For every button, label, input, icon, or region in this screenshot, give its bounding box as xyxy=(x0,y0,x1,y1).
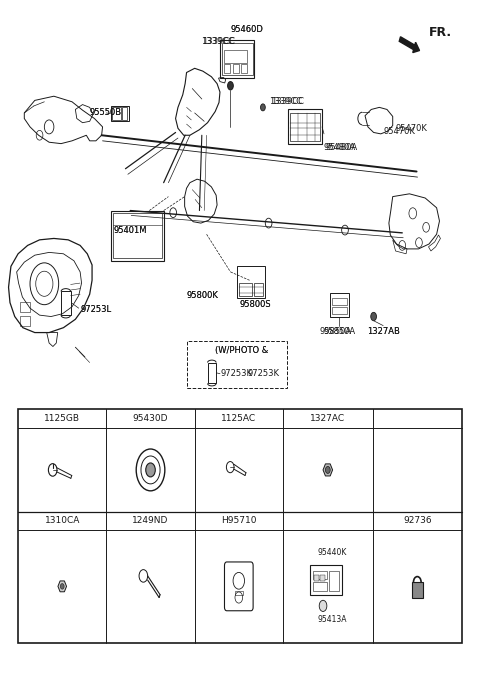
Bar xyxy=(332,307,347,314)
Polygon shape xyxy=(323,464,333,476)
Text: 95800S: 95800S xyxy=(240,300,272,309)
Bar xyxy=(112,107,120,120)
Circle shape xyxy=(146,463,156,477)
Text: 1339CC: 1339CC xyxy=(271,97,304,106)
FancyArrow shape xyxy=(399,37,420,52)
Bar xyxy=(111,106,129,121)
Circle shape xyxy=(371,312,376,321)
Text: (W/PHOTO &: (W/PHOTO & xyxy=(215,346,268,354)
Bar xyxy=(310,566,342,595)
Text: 97253L: 97253L xyxy=(80,305,111,314)
Bar xyxy=(314,575,319,581)
Text: 95800S: 95800S xyxy=(240,300,272,309)
Text: 1339CC: 1339CC xyxy=(202,36,235,46)
Text: 95430D: 95430D xyxy=(133,414,168,424)
Bar xyxy=(239,283,252,295)
Text: 95480A: 95480A xyxy=(324,144,356,153)
Bar xyxy=(220,40,254,78)
Bar xyxy=(254,283,263,295)
Bar xyxy=(224,50,247,63)
Bar xyxy=(187,341,287,388)
Text: 95800K: 95800K xyxy=(187,291,218,300)
Circle shape xyxy=(261,104,265,111)
Text: 1339CC: 1339CC xyxy=(201,36,234,46)
Polygon shape xyxy=(58,581,67,592)
Bar xyxy=(332,298,347,305)
Bar xyxy=(18,410,462,643)
Text: 95460D: 95460D xyxy=(231,25,264,34)
Text: 95800K: 95800K xyxy=(187,291,218,300)
Text: FR.: FR. xyxy=(429,27,452,39)
Text: 95440K: 95440K xyxy=(318,548,347,557)
Bar xyxy=(207,363,216,384)
Bar xyxy=(113,214,162,258)
Bar xyxy=(222,43,253,76)
Text: 95470K: 95470K xyxy=(383,127,415,136)
Text: 97253L: 97253L xyxy=(80,305,111,314)
Text: H95710: H95710 xyxy=(221,517,256,525)
Text: 95470K: 95470K xyxy=(395,124,427,133)
Bar xyxy=(329,571,339,591)
Text: 95850A: 95850A xyxy=(323,327,355,336)
Bar xyxy=(111,211,164,261)
Text: 95550B: 95550B xyxy=(90,108,122,118)
Bar xyxy=(224,64,230,73)
Bar xyxy=(21,302,30,312)
Text: 95401M: 95401M xyxy=(114,225,147,234)
Text: 1327AB: 1327AB xyxy=(367,327,400,336)
Text: 1125AC: 1125AC xyxy=(221,414,256,424)
Bar xyxy=(237,266,265,298)
Text: (W/PHOTO &: (W/PHOTO & xyxy=(215,346,268,354)
Text: 95480A: 95480A xyxy=(326,144,358,153)
Text: 1327AC: 1327AC xyxy=(310,414,346,424)
Bar xyxy=(61,291,71,315)
Text: 97253K: 97253K xyxy=(221,369,253,378)
Text: 1310CA: 1310CA xyxy=(45,517,80,525)
Bar xyxy=(411,582,423,598)
Bar xyxy=(121,107,127,120)
Text: 97253K: 97253K xyxy=(247,369,279,378)
Bar xyxy=(289,113,320,141)
Bar xyxy=(330,293,349,316)
Text: 95850A: 95850A xyxy=(319,327,351,336)
Bar xyxy=(288,109,322,144)
Bar xyxy=(320,575,325,581)
Bar xyxy=(21,316,30,326)
Text: 95401M: 95401M xyxy=(114,225,147,234)
Bar xyxy=(312,571,327,580)
Text: 95550B: 95550B xyxy=(90,108,122,118)
Text: 1339CC: 1339CC xyxy=(269,97,301,106)
Text: 1327AB: 1327AB xyxy=(367,327,400,336)
Text: 1125GB: 1125GB xyxy=(44,414,80,424)
Text: 92736: 92736 xyxy=(403,517,432,525)
Circle shape xyxy=(60,584,64,589)
Circle shape xyxy=(228,82,233,90)
Circle shape xyxy=(319,601,327,612)
Bar xyxy=(235,591,242,595)
Bar xyxy=(233,64,239,73)
Text: 1249ND: 1249ND xyxy=(132,517,168,525)
Bar xyxy=(312,582,327,591)
Bar xyxy=(241,64,247,73)
Text: 95413A: 95413A xyxy=(318,615,348,624)
Circle shape xyxy=(325,466,330,473)
Text: 95460D: 95460D xyxy=(231,25,264,34)
